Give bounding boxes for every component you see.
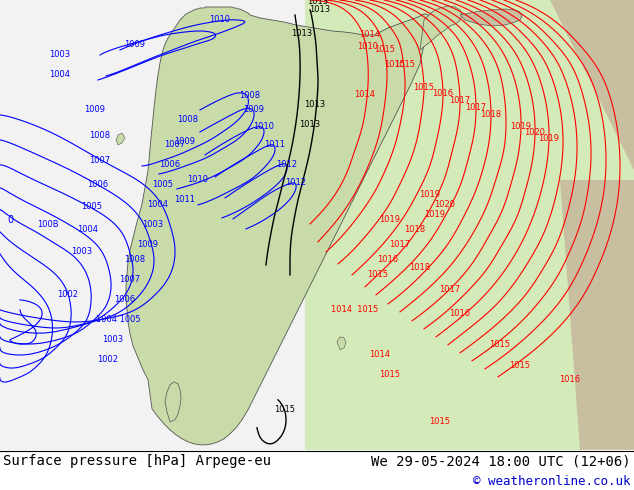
Text: 1015: 1015 (380, 370, 401, 379)
Text: 1015: 1015 (429, 417, 451, 426)
Text: 1014: 1014 (370, 350, 391, 359)
Text: 1010: 1010 (188, 175, 209, 184)
Text: 1007: 1007 (89, 156, 110, 166)
Text: 1003: 1003 (103, 335, 124, 344)
Text: 1008: 1008 (124, 255, 146, 265)
Text: 1015: 1015 (384, 60, 406, 70)
Text: 1006: 1006 (115, 295, 136, 304)
Polygon shape (126, 7, 430, 445)
Text: 1014  1015: 1014 1015 (332, 305, 378, 315)
Text: 1012: 1012 (276, 160, 297, 170)
Polygon shape (420, 6, 462, 50)
Text: 1020: 1020 (434, 200, 455, 209)
Text: 1018: 1018 (410, 264, 430, 272)
Text: 1017: 1017 (450, 97, 470, 105)
Text: 1015: 1015 (375, 46, 396, 54)
Text: 1006: 1006 (87, 180, 108, 190)
Text: 1019: 1019 (510, 122, 531, 131)
Text: 1013: 1013 (292, 29, 313, 39)
Text: 1010: 1010 (254, 122, 275, 131)
Text: 1019: 1019 (420, 191, 441, 199)
Text: 1016: 1016 (377, 255, 399, 265)
Text: 1010: 1010 (209, 16, 231, 24)
Text: 1005: 1005 (153, 180, 174, 190)
Text: 1017: 1017 (439, 285, 460, 294)
Text: 1003: 1003 (143, 220, 164, 229)
Text: 1017: 1017 (465, 103, 486, 113)
Text: 1020: 1020 (524, 128, 545, 138)
Text: 1017: 1017 (389, 241, 411, 249)
Text: 1009: 1009 (138, 241, 158, 249)
Text: Surface pressure [hPa] Arpege-eu: Surface pressure [hPa] Arpege-eu (3, 454, 271, 468)
Text: 100B: 100B (37, 220, 59, 229)
Polygon shape (165, 382, 181, 422)
Text: 1003: 1003 (49, 50, 70, 59)
Text: 1004: 1004 (148, 200, 169, 209)
Text: 1013: 1013 (299, 121, 321, 129)
Text: 1015: 1015 (489, 341, 510, 349)
Text: 1004 1005: 1004 1005 (96, 316, 140, 324)
Text: 1016: 1016 (450, 309, 470, 318)
Text: 1019: 1019 (425, 210, 446, 220)
Text: 1018: 1018 (404, 225, 425, 234)
Text: 1009: 1009 (174, 137, 195, 147)
Text: 1011: 1011 (174, 196, 195, 204)
Text: 1014: 1014 (354, 91, 375, 99)
Text: 1015: 1015 (413, 83, 434, 93)
Text: 1015: 1015 (368, 270, 389, 279)
Polygon shape (116, 133, 125, 145)
Text: 0: 0 (7, 215, 13, 225)
Text: 1008: 1008 (178, 116, 198, 124)
Text: 1010: 1010 (358, 43, 378, 51)
Text: 1016: 1016 (559, 375, 581, 384)
Text: 1013: 1013 (309, 5, 330, 15)
Text: 1009: 1009 (243, 105, 264, 115)
Text: 1003: 1003 (72, 247, 93, 256)
Text: 1008: 1008 (89, 131, 110, 141)
Text: 1018: 1018 (481, 110, 501, 120)
Text: 1016: 1016 (432, 90, 453, 98)
Text: 1013: 1013 (304, 100, 326, 109)
Text: We 29-05-2024 18:00 UTC (12+06): We 29-05-2024 18:00 UTC (12+06) (371, 454, 631, 468)
Text: 1002: 1002 (58, 291, 79, 299)
Text: 1015: 1015 (275, 405, 295, 415)
Text: 1006: 1006 (159, 160, 181, 170)
Text: 1008: 1008 (240, 92, 261, 100)
Text: 1007: 1007 (119, 275, 141, 284)
Polygon shape (500, 0, 634, 170)
Text: 1015: 1015 (510, 361, 531, 370)
Text: 1009: 1009 (84, 105, 105, 115)
Polygon shape (460, 9, 522, 26)
Text: 1004: 1004 (77, 225, 98, 234)
Text: 1012: 1012 (285, 178, 306, 188)
Text: 1013: 1013 (307, 0, 328, 6)
Text: 1002: 1002 (98, 355, 119, 365)
Text: 1019: 1019 (538, 134, 559, 144)
Text: 1007: 1007 (164, 141, 186, 149)
Text: 1015: 1015 (394, 60, 415, 70)
Polygon shape (337, 337, 346, 350)
Text: 1011: 1011 (264, 141, 285, 149)
Text: 1009: 1009 (124, 41, 145, 49)
Polygon shape (555, 180, 634, 450)
Text: 1004: 1004 (49, 71, 70, 79)
Text: 1005: 1005 (82, 202, 103, 211)
Polygon shape (305, 0, 634, 450)
Text: 1014: 1014 (359, 30, 380, 40)
Text: © weatheronline.co.uk: © weatheronline.co.uk (474, 475, 631, 488)
Text: 1019: 1019 (380, 216, 401, 224)
